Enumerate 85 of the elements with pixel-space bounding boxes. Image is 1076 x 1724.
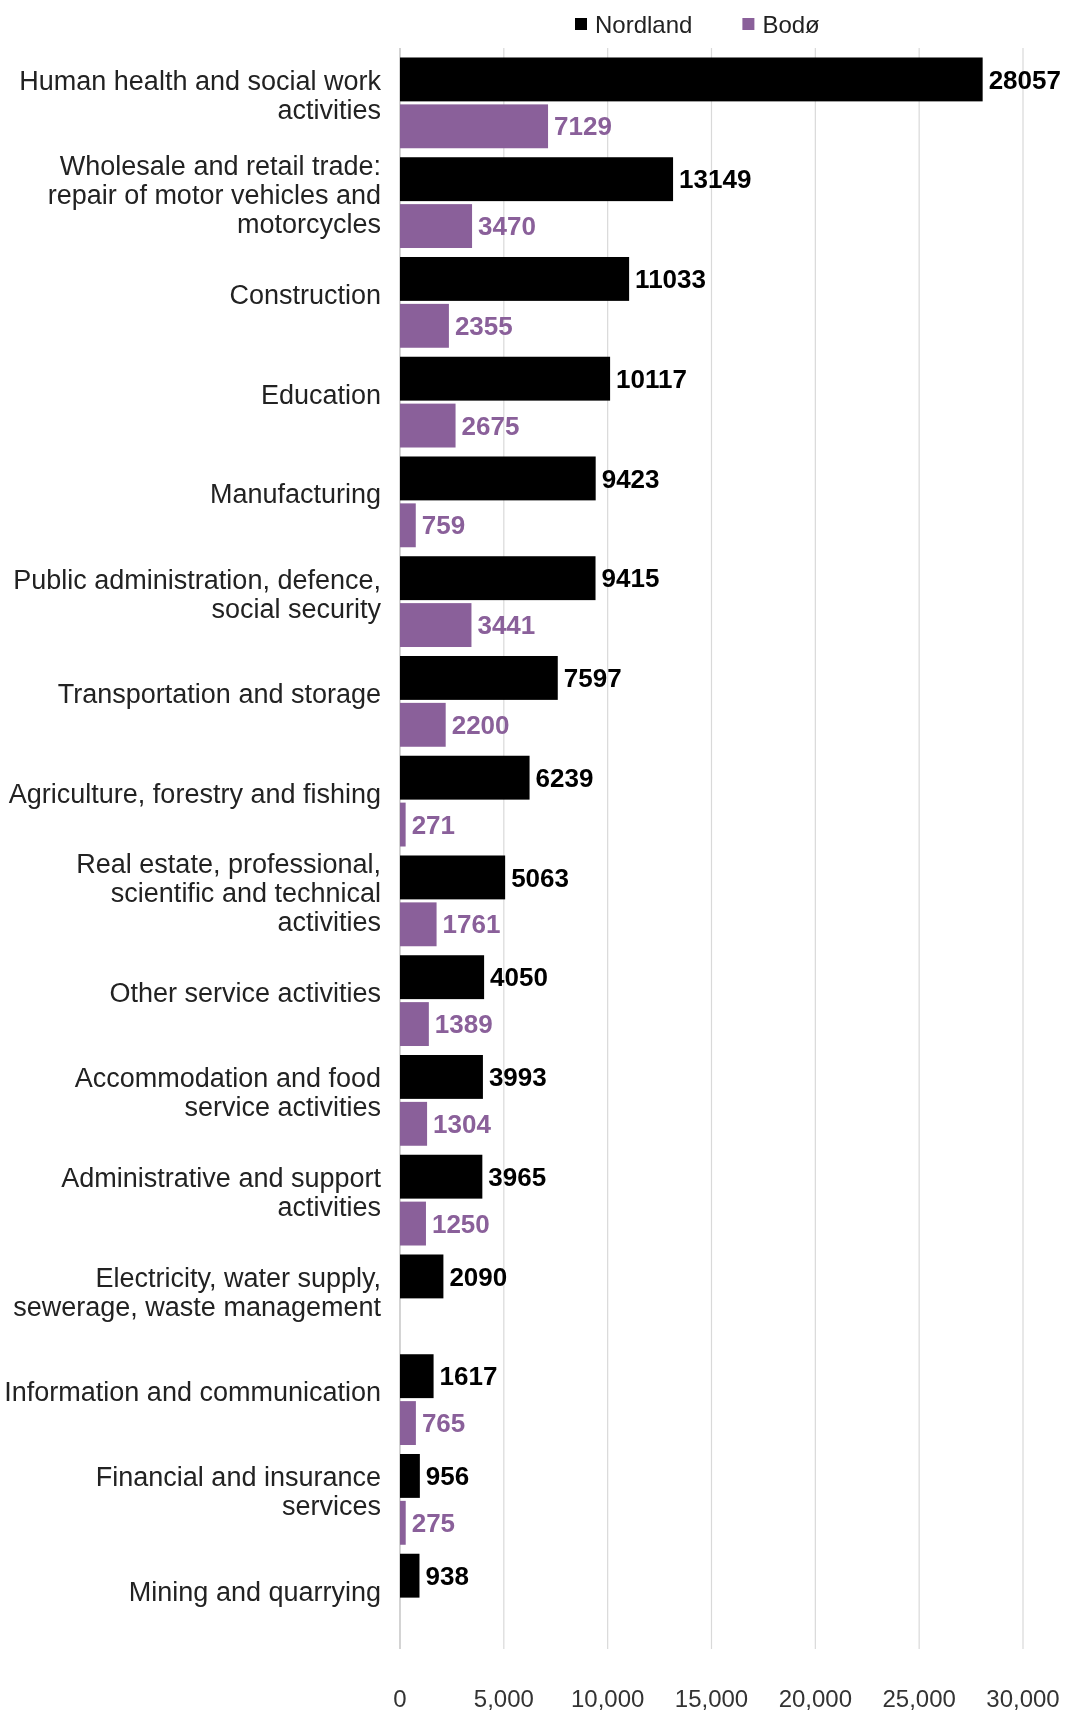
bar xyxy=(400,403,456,448)
y-tick-label: Administrative and support activities xyxy=(61,1163,382,1223)
bar xyxy=(400,603,472,648)
x-tick-label: 0 xyxy=(393,1685,407,1712)
bar xyxy=(400,1453,420,1498)
bar xyxy=(400,1101,428,1146)
data-label: 765 xyxy=(421,1408,466,1439)
x-tick-label: 10,000 xyxy=(570,1685,645,1712)
bar xyxy=(400,303,449,348)
data-label: 3965 xyxy=(488,1161,547,1192)
data-label: 1250 xyxy=(431,1208,490,1239)
bar xyxy=(400,556,596,601)
bar xyxy=(400,855,506,900)
data-label: 1617 xyxy=(439,1361,498,1392)
y-tick-label: Electricity, water supply, sewerage, waste management xyxy=(13,1262,382,1322)
bar xyxy=(400,755,530,800)
bar xyxy=(400,1553,420,1598)
bar xyxy=(400,955,485,1000)
x-tick-label: 25,000 xyxy=(882,1685,956,1712)
data-label: 9415 xyxy=(601,563,660,594)
bar xyxy=(400,1354,434,1399)
bar xyxy=(400,204,473,249)
bar xyxy=(400,1254,444,1299)
y-tick-label: Education xyxy=(260,379,381,410)
data-label: 5063 xyxy=(511,862,569,893)
x-tick-label: 15,000 xyxy=(674,1685,749,1712)
data-label: 7129 xyxy=(554,111,612,142)
bar xyxy=(400,655,558,700)
data-label: 6239 xyxy=(535,762,594,793)
data-label: 956 xyxy=(425,1461,470,1492)
data-label: 7597 xyxy=(563,663,622,694)
bar xyxy=(400,1201,426,1246)
data-label: 28057 xyxy=(988,64,1061,95)
data-label: 1389 xyxy=(434,1009,493,1040)
data-label: 3993 xyxy=(488,1062,547,1093)
data-label: 13149 xyxy=(679,164,752,195)
data-label: 2090 xyxy=(449,1261,508,1292)
data-label: 9423 xyxy=(601,463,660,494)
x-tick-label: 20,000 xyxy=(778,1685,853,1712)
data-label: 1304 xyxy=(433,1108,492,1139)
data-label: 2355 xyxy=(454,310,513,341)
data-label: 938 xyxy=(425,1560,469,1591)
bar xyxy=(400,57,983,102)
bar xyxy=(400,1054,483,1099)
bar xyxy=(400,503,416,548)
y-tick-label: Other service activities xyxy=(109,978,381,1009)
bar xyxy=(400,702,446,747)
bar xyxy=(400,1500,406,1545)
y-tick-label: Information and communication xyxy=(4,1377,381,1408)
bar xyxy=(400,1002,429,1046)
data-label: 3441 xyxy=(477,610,536,641)
y-tick-label: Real estate, professional, scientific and technical activities xyxy=(76,849,381,938)
legend-label: Bodø xyxy=(762,11,821,39)
data-label: 275 xyxy=(411,1507,456,1538)
bar xyxy=(400,802,406,847)
data-label: 271 xyxy=(411,809,456,840)
data-label: 759 xyxy=(421,510,466,541)
y-tick-label: Public administration, defence, social security xyxy=(13,564,382,624)
bar xyxy=(400,104,549,149)
legend-label: Nordland xyxy=(595,11,693,39)
bar xyxy=(400,1401,416,1445)
x-tick-label: 30,000 xyxy=(986,1685,1060,1712)
data-label: 2200 xyxy=(451,709,510,740)
bar xyxy=(400,902,437,947)
bar xyxy=(400,356,611,401)
bar xyxy=(400,456,596,501)
y-tick-label: Financial and insurance services xyxy=(95,1462,381,1522)
y-tick-label: Human health and social work activities xyxy=(19,65,382,125)
data-label: 2675 xyxy=(461,410,520,441)
bar xyxy=(400,157,674,202)
y-tick-label: Accommodation and food service activities xyxy=(74,1063,381,1123)
data-label: 11033 xyxy=(635,264,706,295)
data-label: 1761 xyxy=(442,909,501,940)
y-tick-label: Construction xyxy=(229,279,381,310)
y-tick-label: Manufacturing xyxy=(209,479,381,510)
data-label: 10117 xyxy=(616,363,687,394)
y-tick-label: Transportation and storage xyxy=(57,678,381,709)
data-label: 4050 xyxy=(490,962,548,993)
y-tick-label: Mining and quarrying xyxy=(128,1576,381,1607)
data-label: 3470 xyxy=(478,211,536,242)
bar xyxy=(400,256,630,301)
x-tick-label: 5,000 xyxy=(473,1685,534,1712)
y-tick-label: Wholesale and retail trade: repair of motor vehicles and motorcycles xyxy=(47,151,381,240)
y-tick-label: Agriculture, forestry and fishing xyxy=(8,778,381,809)
bar xyxy=(400,1154,483,1199)
